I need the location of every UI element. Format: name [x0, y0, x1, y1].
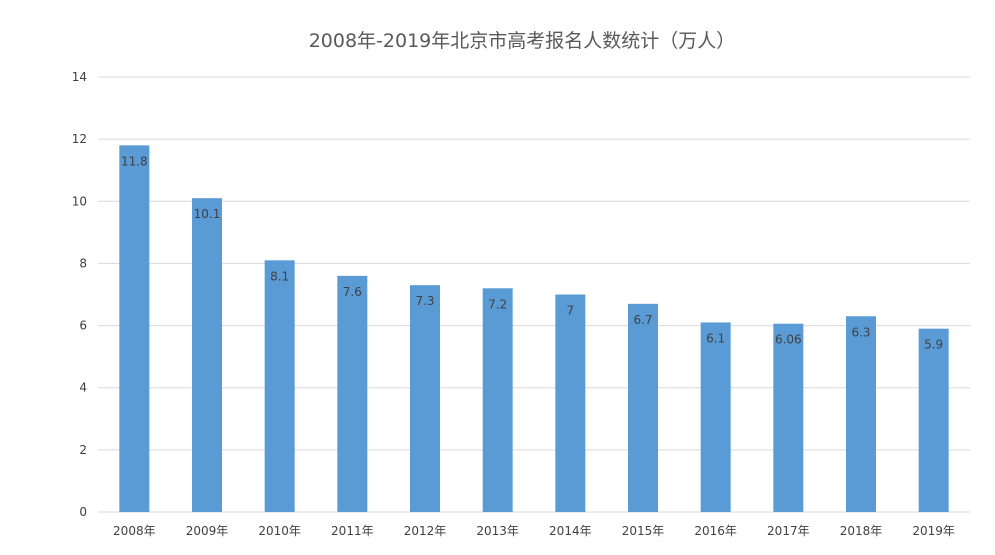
data-label: 10.1: [194, 207, 221, 221]
y-tick-label: 6: [79, 319, 87, 333]
x-tick-label: 2014年: [549, 524, 592, 538]
x-tick-label: 2008年: [113, 524, 156, 538]
data-label: 7.6: [343, 285, 362, 299]
bars: [119, 145, 949, 512]
y-tick-label: 10: [72, 194, 87, 208]
y-axis-ticks: 0 2 4 6 8 10 12 14: [72, 70, 87, 519]
data-label: 6.3: [851, 325, 870, 339]
x-tick-label: 2009年: [186, 524, 229, 538]
data-label: 7.2: [488, 297, 507, 311]
bar: [846, 316, 876, 512]
data-label: 7: [567, 304, 575, 318]
x-axis-ticks: 2008年 2009年 2010年 2011年 2012年 2013年 2014年 2015年…: [113, 524, 955, 538]
y-tick-label: 4: [79, 381, 87, 395]
y-tick-label: 0: [79, 505, 87, 519]
data-label: 5.9: [924, 338, 943, 352]
x-tick-label: 2010年: [258, 524, 301, 538]
bar: [192, 198, 222, 512]
data-label: 7.3: [415, 294, 434, 308]
x-tick-label: 2019年: [912, 524, 955, 538]
data-label: 8.1: [270, 269, 289, 283]
x-tick-label: 2016年: [694, 524, 737, 538]
data-label: 6.1: [706, 331, 725, 345]
y-tick-label: 8: [79, 256, 87, 270]
bar: [918, 328, 949, 512]
y-tick-label: 14: [72, 70, 87, 84]
x-tick-label: 2011年: [331, 524, 374, 538]
x-tick-label: 2015年: [622, 524, 665, 538]
data-label: 6.7: [633, 313, 652, 327]
data-labels: 11.8 10.1 8.1 7.6 7.3 7.2 7 6.7 6.1 6.06 6.3 5.9: [121, 154, 943, 351]
bar: [410, 285, 440, 512]
bar: [264, 260, 295, 512]
bar: [337, 275, 368, 512]
bar: [555, 294, 586, 512]
data-label: 11.8: [121, 154, 148, 168]
x-tick-label: 2012年: [404, 524, 447, 538]
data-label: 6.06: [775, 333, 802, 347]
bar: [700, 322, 731, 512]
bar: [773, 323, 804, 512]
x-tick-label: 2018年: [840, 524, 883, 538]
bar: [628, 303, 658, 512]
x-tick-label: 2017年: [767, 524, 810, 538]
x-tick-label: 2013年: [476, 524, 519, 538]
bar: [119, 145, 150, 512]
y-tick-label: 2: [79, 443, 87, 457]
gridlines: [98, 76, 970, 513]
chart-title: 2008年-2019年北京市高考报名人数统计（万人）: [309, 30, 736, 52]
y-tick-label: 12: [72, 132, 87, 146]
bar: [482, 288, 513, 512]
